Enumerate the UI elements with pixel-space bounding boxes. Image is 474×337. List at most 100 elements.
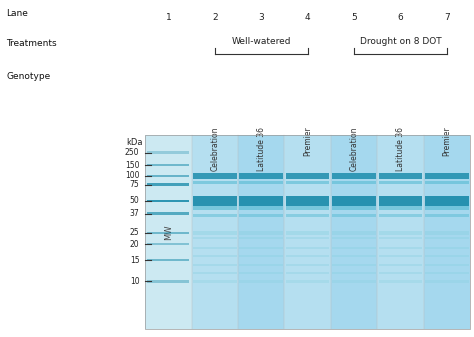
Bar bbox=[425, 181, 469, 184]
Bar bbox=[379, 231, 422, 235]
Bar bbox=[332, 196, 376, 206]
Bar bbox=[425, 237, 469, 239]
Text: kDa: kDa bbox=[126, 138, 143, 147]
Text: 250: 250 bbox=[125, 148, 139, 157]
Bar bbox=[193, 206, 237, 211]
Bar bbox=[425, 196, 469, 206]
Bar bbox=[286, 247, 329, 249]
Bar bbox=[147, 212, 189, 215]
Bar bbox=[379, 214, 422, 217]
Bar bbox=[239, 272, 283, 274]
Bar bbox=[425, 214, 469, 217]
Bar bbox=[147, 200, 189, 202]
Text: 15: 15 bbox=[130, 255, 139, 265]
Bar bbox=[331, 135, 377, 329]
Text: Latitude 36: Latitude 36 bbox=[257, 127, 266, 171]
Text: Drought on 8 DOT: Drought on 8 DOT bbox=[360, 37, 441, 46]
Bar bbox=[332, 237, 376, 239]
Bar bbox=[147, 243, 189, 245]
Bar bbox=[147, 164, 189, 166]
Bar bbox=[239, 247, 283, 249]
Text: Premier: Premier bbox=[303, 127, 312, 156]
Bar bbox=[193, 237, 237, 239]
Text: 100: 100 bbox=[125, 171, 139, 180]
Text: 2: 2 bbox=[212, 13, 218, 22]
Bar bbox=[239, 280, 283, 283]
Bar bbox=[377, 135, 424, 329]
Bar bbox=[332, 255, 376, 256]
Text: Well-watered: Well-watered bbox=[231, 37, 291, 46]
Bar bbox=[332, 173, 376, 179]
Text: Lane: Lane bbox=[6, 9, 28, 18]
Text: Latitude 36: Latitude 36 bbox=[396, 127, 405, 171]
Bar bbox=[332, 247, 376, 249]
Bar bbox=[425, 280, 469, 283]
Bar bbox=[379, 181, 422, 184]
Bar bbox=[332, 231, 376, 235]
Bar bbox=[425, 255, 469, 256]
Bar bbox=[284, 135, 331, 329]
Bar bbox=[332, 206, 376, 211]
Bar bbox=[379, 280, 422, 283]
Bar bbox=[286, 264, 329, 266]
Bar bbox=[286, 237, 329, 239]
Bar bbox=[145, 135, 191, 329]
Bar bbox=[425, 272, 469, 274]
Text: 6: 6 bbox=[398, 13, 403, 22]
Bar bbox=[193, 173, 237, 179]
Bar bbox=[425, 231, 469, 235]
Text: 25: 25 bbox=[130, 228, 139, 238]
Bar bbox=[286, 181, 329, 184]
Bar bbox=[286, 255, 329, 256]
Bar bbox=[332, 272, 376, 274]
Bar bbox=[193, 264, 237, 266]
Bar bbox=[425, 247, 469, 249]
Bar bbox=[425, 173, 469, 179]
Text: Premier: Premier bbox=[443, 127, 452, 156]
Bar bbox=[147, 259, 189, 261]
Bar bbox=[238, 135, 284, 329]
Bar bbox=[193, 255, 237, 256]
Bar bbox=[239, 231, 283, 235]
Bar bbox=[147, 151, 189, 154]
Bar bbox=[286, 231, 329, 235]
Text: 3: 3 bbox=[258, 13, 264, 22]
Text: 10: 10 bbox=[130, 277, 139, 286]
Text: Celebration: Celebration bbox=[350, 127, 359, 171]
Bar bbox=[425, 264, 469, 266]
Bar bbox=[193, 247, 237, 249]
Bar bbox=[286, 272, 329, 274]
Bar bbox=[379, 272, 422, 274]
Text: 75: 75 bbox=[130, 180, 139, 189]
Text: 37: 37 bbox=[130, 209, 139, 218]
Bar bbox=[379, 255, 422, 256]
Bar bbox=[239, 255, 283, 256]
Bar bbox=[286, 196, 329, 206]
Bar bbox=[193, 231, 237, 235]
Text: 1: 1 bbox=[165, 13, 171, 22]
Bar bbox=[147, 183, 189, 186]
Bar bbox=[379, 247, 422, 249]
Text: Treatments: Treatments bbox=[6, 39, 57, 48]
Bar bbox=[193, 214, 237, 217]
Bar bbox=[193, 181, 237, 184]
Bar bbox=[424, 135, 470, 329]
Bar bbox=[286, 206, 329, 211]
Bar bbox=[193, 272, 237, 274]
Bar bbox=[425, 206, 469, 211]
Bar bbox=[332, 181, 376, 184]
Bar bbox=[239, 264, 283, 266]
Text: Celebration: Celebration bbox=[210, 127, 219, 171]
Bar bbox=[286, 280, 329, 283]
Bar bbox=[147, 175, 189, 177]
Bar bbox=[379, 196, 422, 206]
Bar bbox=[379, 264, 422, 266]
Bar bbox=[332, 280, 376, 283]
Text: MW: MW bbox=[164, 224, 173, 240]
Text: 4: 4 bbox=[305, 13, 310, 22]
Bar bbox=[147, 232, 189, 234]
Bar bbox=[239, 173, 283, 179]
Text: 50: 50 bbox=[130, 196, 139, 206]
Bar bbox=[332, 214, 376, 217]
Bar bbox=[239, 196, 283, 206]
